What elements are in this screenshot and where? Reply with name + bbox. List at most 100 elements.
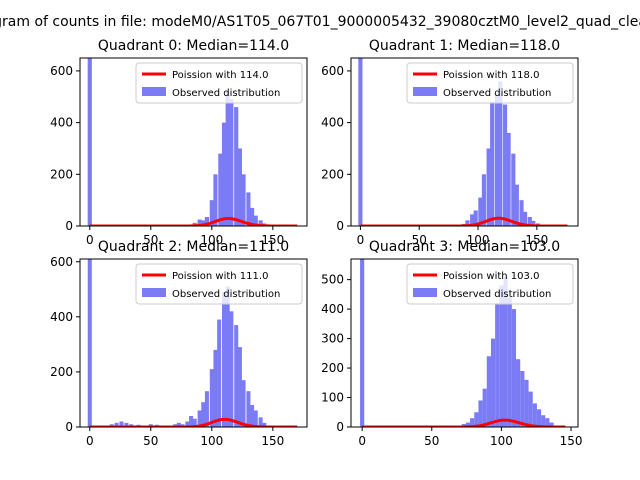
quadrant-1-plot-area — [358, 58, 569, 226]
histogram-bar — [524, 379, 529, 427]
panel-title: Quadrant 1: Median=118.0 — [369, 38, 560, 54]
histogram-bar — [549, 422, 554, 427]
histogram-bar — [229, 311, 234, 427]
histogram-bar — [511, 309, 517, 427]
histogram-bar — [545, 418, 550, 427]
histogram-bar — [494, 94, 499, 226]
legend-box — [406, 263, 574, 305]
quadrant-0-plot-area — [87, 58, 299, 226]
panel-title: Quadrant 0: Median=114.0 — [98, 38, 289, 54]
histogram-bar — [87, 58, 92, 226]
histogram-bar — [507, 297, 512, 427]
legend: Poission with 103.0 Observed distribution — [406, 263, 574, 305]
quadrant-0-panel: 0 50 100 150 0 200 400 600 Quadrant 0: Median=11… — [50, 38, 308, 247]
histogram-bar — [241, 174, 246, 226]
y-tick-label: 0 — [336, 420, 344, 434]
legend-label: Poission with 118.0 — [443, 70, 539, 81]
histogram-bar — [209, 200, 214, 226]
x-tick-label: 0 — [86, 434, 94, 448]
histogram-bar — [234, 325, 239, 427]
x-tick-label: 0 — [357, 233, 365, 247]
histogram-bar — [225, 91, 230, 226]
histogram-bar — [246, 192, 251, 226]
y-tick-label: 600 — [50, 64, 73, 78]
histogram-bar — [465, 422, 471, 427]
y-tick-label: 200 — [321, 361, 344, 375]
histogram-bar — [225, 286, 230, 427]
figure-title: Histogram of counts in file: modeM0/AS1T… — [0, 14, 640, 30]
y-tick-label: 500 — [321, 273, 344, 287]
histogram-bar — [87, 259, 92, 427]
y-tick-label: 400 — [321, 302, 344, 316]
y-tick-label: 600 — [321, 64, 344, 78]
legend-patch-swatch — [413, 288, 437, 297]
quadrant-1-panel: 0 50 100 150 0 200 400 600 Quadrant 1: Median=11… — [321, 38, 579, 247]
histogram-bar — [204, 216, 209, 226]
histogram-bar — [528, 391, 533, 427]
y-tick-label: 300 — [321, 332, 344, 346]
histogram-bar — [237, 347, 242, 427]
histogram-bar — [541, 415, 546, 427]
histogram-bar — [514, 184, 519, 226]
histogram-bar — [241, 380, 246, 427]
x-tick-label: 100 — [200, 434, 223, 448]
x-tick-label: 150 — [261, 233, 284, 247]
histogram-bar — [204, 391, 209, 427]
histogram-bar — [481, 174, 486, 226]
histogram-bar — [478, 197, 483, 226]
histogram-bar — [213, 349, 218, 427]
histogram-bar — [209, 369, 214, 427]
legend-box — [135, 263, 303, 305]
histogram-bar — [531, 220, 536, 226]
y-tick-label: 100 — [321, 391, 344, 405]
histogram-bar — [258, 417, 263, 427]
histogram-bar — [253, 410, 258, 427]
histogram-bar — [519, 200, 524, 226]
panel-title: Quadrant 2: Median=111.0 — [98, 239, 289, 255]
histogram-bar — [520, 371, 525, 427]
panel-title: Quadrant 3: Median=103.0 — [369, 239, 560, 255]
legend-patch-swatch — [413, 87, 437, 96]
histogram-bar — [119, 421, 124, 427]
histogram-bar — [516, 359, 521, 427]
histogram-bar — [221, 292, 227, 427]
histogram-bar — [124, 422, 129, 427]
histogram-bar — [189, 415, 194, 427]
histogram-bar — [490, 338, 496, 427]
x-tick-label: 50 — [424, 434, 439, 448]
legend-label: Poission with 111.0 — [172, 271, 268, 282]
histogram-bar — [495, 303, 500, 427]
legend-label: Observed distribution — [443, 289, 551, 300]
histogram-bar — [358, 58, 363, 226]
histogram-bar — [503, 104, 508, 226]
histogram-bar — [258, 220, 263, 226]
y-tick-label: 400 — [321, 116, 344, 130]
axes-frame — [79, 258, 308, 428]
legend-label: Poission with 114.0 — [172, 70, 268, 81]
x-tick-label: 50 — [143, 233, 158, 247]
axes-frame — [350, 258, 579, 428]
legend-label: Observed distribution — [172, 88, 280, 99]
histogram-bar — [217, 319, 222, 427]
poisson-curve — [88, 216, 299, 226]
histogram-bar — [506, 132, 511, 226]
x-tick-label: 50 — [143, 434, 158, 448]
histogram-bar — [253, 215, 258, 226]
histogram-bar — [229, 99, 234, 226]
quadrant-2-panel: 0 50 100 150 0 200 400 600 Quadrant 2: Median=11… — [50, 239, 308, 448]
legend-label: Observed distribution — [172, 289, 280, 300]
histogram-bar — [486, 356, 491, 427]
y-tick-label: 200 — [50, 365, 73, 379]
histogram-bar — [197, 410, 202, 427]
histogram-bar — [490, 101, 495, 226]
histogram-bar — [465, 220, 470, 226]
x-tick-label: 100 — [467, 233, 490, 247]
histogram-bar — [213, 174, 218, 226]
legend: Poission with 114.0 Observed distribution — [135, 62, 303, 104]
histogram-bar — [250, 404, 255, 427]
histogram-bar — [523, 211, 528, 226]
y-tick-label: 200 — [321, 167, 344, 181]
legend-patch-swatch — [142, 87, 166, 96]
histogram-bar — [114, 422, 119, 427]
